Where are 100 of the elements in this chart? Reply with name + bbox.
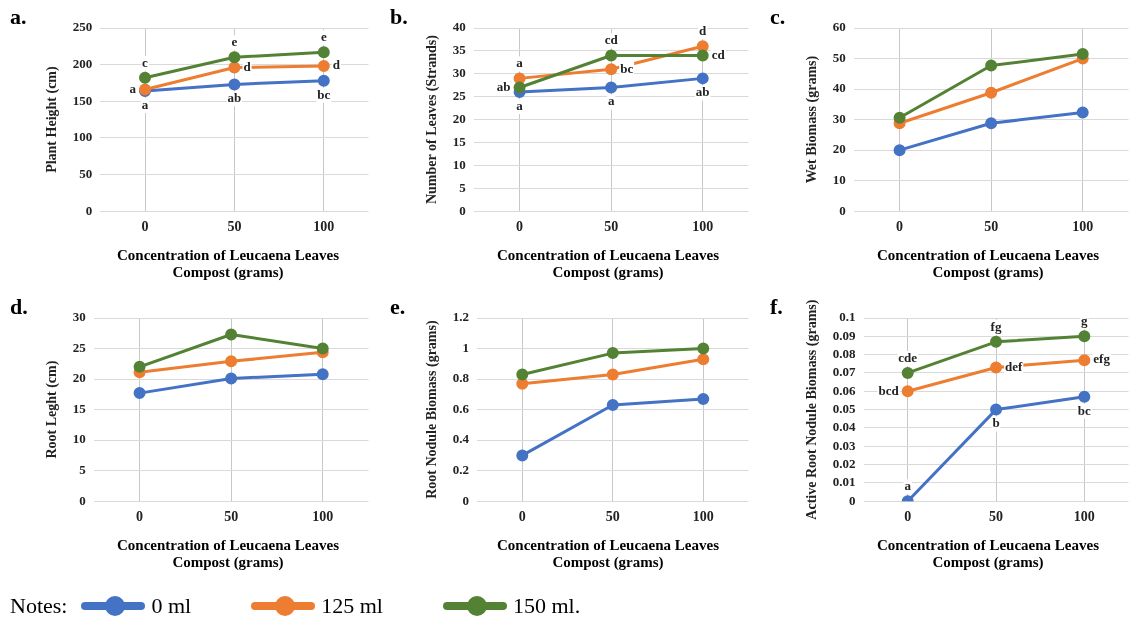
chart-title: b.	[390, 4, 408, 30]
y-axis-title: Wet Biomass (grams)	[804, 55, 821, 184]
chart-title: e.	[390, 294, 406, 320]
y-tick-label: 200	[72, 56, 93, 71]
data-label: cd	[604, 32, 619, 48]
y-tick-label: 15	[452, 133, 467, 149]
x-axis-title: Concentration of Leucaena Leaves Compost (grams)	[875, 247, 1101, 281]
y-tick-label: 30	[452, 65, 466, 81]
y-tick-label: 0.6	[452, 400, 470, 416]
x-tick-label: 0	[518, 509, 526, 525]
y-tick-label: 0.1	[839, 309, 856, 325]
data-label: e	[320, 29, 327, 45]
data-label: a	[141, 96, 149, 112]
y-axis-title: Root Nodule Biomass (grams)	[424, 320, 441, 499]
x-axis-title: Concentration of Leucaena Leaves Compost (grams)	[875, 537, 1101, 571]
y-tick-label: 35	[452, 42, 467, 58]
data-label: cde	[898, 349, 918, 365]
data-label: bc	[620, 60, 634, 76]
y-tick-label: 0	[849, 492, 856, 508]
y-tick-label: 0.07	[832, 364, 857, 380]
y-tick-label: 5	[79, 462, 87, 478]
y-axis-title: Active Root Nodule Biomass (grams)	[804, 299, 821, 520]
data-label: bc	[1077, 402, 1092, 418]
data-label: def	[1005, 358, 1024, 374]
y-tick-label: 15	[72, 400, 87, 416]
legend-label: 125 ml	[321, 593, 383, 619]
x-tick-label: 0	[141, 219, 149, 235]
y-tick-label: 0.4	[452, 431, 470, 447]
y-tick-label: 20	[832, 141, 846, 157]
data-label: bc	[317, 86, 331, 102]
x-tick-label: 50	[224, 509, 239, 525]
x-tick-label: 0	[136, 509, 144, 525]
y-tick-label: 50	[79, 165, 93, 181]
data-label: g	[1081, 313, 1089, 329]
y-tick-label: 40	[832, 80, 846, 96]
y-tick-label: 0	[85, 202, 93, 218]
data-label: a	[516, 55, 524, 71]
y-tick-label: 1	[462, 339, 470, 355]
y-tick-label: 40	[452, 19, 466, 35]
x-axis-title: Concentration of Leucaena Leaves Compost (grams)	[115, 247, 341, 281]
x-tick-label: 50	[605, 509, 620, 525]
y-tick-label: 0.02	[832, 455, 856, 471]
y-tick-label: 0	[839, 202, 846, 218]
data-label: cd	[711, 46, 726, 62]
legend-label: 150 ml.	[512, 593, 581, 619]
y-axis-title: Number of Leaves (Strands)	[424, 34, 441, 205]
chart-title: a.	[10, 4, 27, 30]
y-tick-label: 0.09	[832, 327, 857, 343]
data-label: e	[231, 34, 238, 50]
y-tick-label: 50	[832, 49, 846, 65]
y-tick-label: 0.04	[832, 419, 857, 435]
data-label: b	[992, 415, 1000, 431]
y-axis-title: Plant Height (cm)	[44, 66, 61, 173]
data-label: ab	[695, 84, 710, 100]
data-label: a	[516, 97, 524, 113]
y-tick-label: 1.2	[452, 309, 470, 325]
data-label: d	[243, 58, 252, 74]
y-tick-label: 5	[459, 179, 467, 195]
legend-title: Notes:	[10, 593, 68, 619]
y-tick-label: 0	[79, 492, 86, 508]
x-axis-title: Concentration of Leucaena Leaves Compost (grams)	[495, 537, 721, 571]
x-tick-label: 100	[1072, 219, 1094, 235]
y-tick-label: 0	[462, 492, 470, 508]
y-tick-label: 20	[72, 370, 86, 386]
data-label: a	[904, 478, 912, 494]
y-tick-label: 0.2	[452, 462, 470, 478]
data-label: d	[332, 57, 341, 73]
y-tick-label: 25	[72, 339, 87, 355]
x-tick-label: 50	[984, 219, 999, 235]
x-tick-label: 0	[904, 509, 912, 525]
x-tick-label: 0	[516, 219, 524, 235]
data-label: bcd	[878, 382, 900, 398]
data-label: a	[129, 80, 137, 96]
x-tick-label: 100	[1073, 509, 1095, 525]
x-tick-label: 100	[312, 509, 334, 525]
y-tick-label: 0	[459, 202, 466, 218]
x-tick-label: 50	[989, 509, 1004, 525]
y-tick-label: 20	[452, 110, 466, 126]
y-tick-label: 250	[72, 19, 93, 35]
y-tick-label: 0.8	[452, 370, 470, 386]
y-tick-label: 0.08	[832, 346, 857, 361]
data-label: fg	[990, 318, 1002, 334]
chart-title: c.	[770, 4, 786, 30]
data-label: efg	[1093, 351, 1111, 367]
x-axis-title: Concentration of Leucaena Leaves Compost (grams)	[115, 537, 341, 571]
x-tick-label: 100	[313, 219, 335, 235]
legend-label: 0 ml	[151, 593, 192, 619]
y-tick-label: 0.01	[832, 474, 856, 490]
y-tick-label: 0.03	[832, 437, 857, 453]
y-tick-label: 10	[452, 156, 466, 172]
y-tick-label: 60	[832, 19, 846, 35]
data-label: ab	[496, 78, 511, 94]
y-tick-label: 30	[72, 309, 86, 325]
y-tick-label: 0.06	[832, 382, 857, 398]
y-tick-label: 100	[72, 129, 93, 145]
x-tick-label: 100	[692, 219, 714, 235]
x-tick-label: 50	[227, 219, 242, 235]
x-tick-label: 100	[692, 509, 714, 525]
data-label: d	[699, 23, 708, 39]
chart-title: f.	[770, 294, 783, 320]
